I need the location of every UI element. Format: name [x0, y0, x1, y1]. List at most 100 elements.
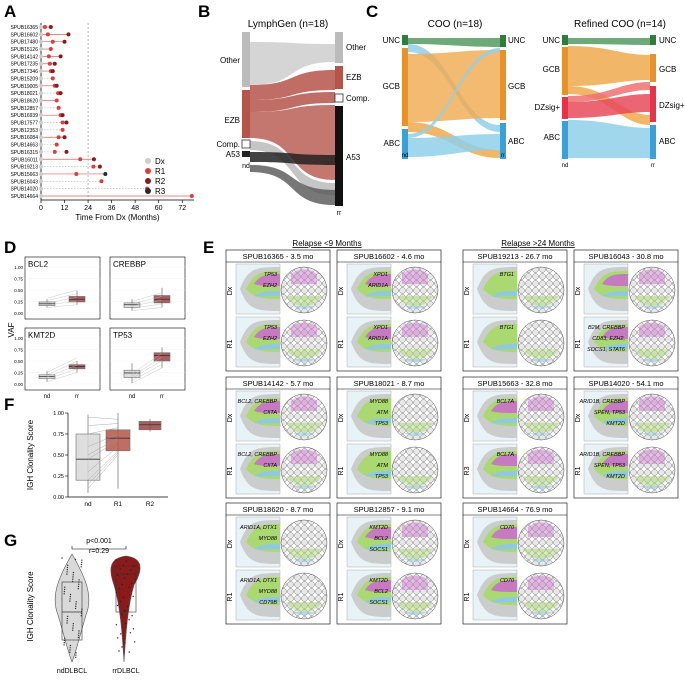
g-point-nd	[69, 649, 71, 651]
e-case-title: SPUB19213 - 26.7 mo	[477, 252, 552, 261]
d-ytick: 0.25	[14, 300, 23, 305]
g-point-rr	[118, 587, 120, 590]
e-timepoint-label: R3	[464, 466, 471, 475]
g-point-nd	[72, 574, 74, 576]
e-cluster-purple	[528, 449, 554, 464]
g-point-nd	[77, 634, 80, 637]
point-r1	[56, 105, 61, 110]
point-dx	[39, 61, 43, 66]
e-fish-clone4	[602, 471, 628, 477]
x-tick-label: 12	[61, 205, 69, 212]
e-cluster-blue	[641, 486, 663, 490]
e-fish-clone3	[602, 327, 628, 339]
panel-c2-xlabel-nd: nd	[562, 163, 569, 169]
e-timepoint-label: Dx	[464, 413, 471, 422]
d-ylabel: VAF	[7, 322, 16, 337]
e-timepoint-label: R1	[227, 592, 234, 601]
e-timepoint-label: R1	[227, 466, 234, 475]
d-pair-line	[131, 299, 163, 307]
e-gene-label: SOCS1	[369, 547, 388, 553]
panel-letter-c: C	[366, 2, 378, 21]
point-r1	[99, 179, 104, 184]
e-cell-cluster	[517, 319, 565, 367]
e-cluster-purple	[402, 322, 428, 337]
panel-c1-right-abc: ABC	[508, 137, 525, 146]
point-dx	[39, 98, 43, 103]
panel-c2-left-abc: ABC	[544, 133, 561, 142]
e-timepoint-label: Dx	[338, 413, 345, 422]
point-r2	[48, 25, 53, 29]
g-point-nd	[69, 596, 72, 598]
sample-label: SPUB16315	[10, 150, 38, 156]
d-pair-line	[46, 357, 78, 373]
sample-label: SPUB12353	[10, 128, 38, 134]
g-point-rr	[131, 582, 133, 584]
e-cell-cluster	[280, 519, 328, 567]
e-timepoint-label: Dx	[227, 413, 234, 422]
e-gene-label: TP53	[264, 272, 278, 278]
e-fish-clone4	[491, 597, 517, 603]
e-fish-clone3	[254, 274, 280, 286]
panel-f-igh-boxplot: IGH Clonality Score 1.00 0.75 0.50 0.25 0.00 n…	[26, 411, 168, 508]
e-cluster-purple	[402, 522, 428, 537]
d-xlabel-nd: nd	[44, 394, 51, 400]
g-point-nd	[69, 593, 72, 596]
panel-c2-xlabel-rr: rr	[651, 163, 655, 169]
panel-e-header-early: Relapse <9 Months	[292, 239, 361, 248]
point-dx	[39, 149, 43, 154]
e-cluster-purple	[402, 269, 428, 284]
legend-dot	[145, 188, 151, 194]
d-pair-line	[131, 296, 163, 304]
panel-c1-left-unc: UNC	[383, 36, 401, 45]
panel-b-right-comp: Comp.	[346, 94, 370, 103]
g-point-nd	[80, 615, 83, 617]
e-cluster-purple	[639, 269, 665, 284]
e-cluster-blue	[404, 359, 426, 363]
point-r2	[97, 164, 102, 169]
g-point-rr	[122, 564, 125, 566]
g-point-nd	[75, 656, 77, 658]
e-cluster-blue	[404, 612, 426, 616]
g-point-nd	[66, 571, 68, 573]
g-point-nd	[63, 637, 66, 639]
g-point-nd	[66, 573, 68, 575]
e-gene-label: CD70	[500, 578, 515, 584]
g-point-nd	[77, 636, 80, 639]
g-point-nd	[66, 569, 69, 571]
d-pair-line	[46, 368, 78, 380]
e-cluster-blue	[404, 486, 426, 490]
e-cell-cluster	[280, 446, 328, 494]
e-gene-label: MYD88	[259, 589, 278, 595]
g-point-nd	[80, 566, 82, 568]
panel-e-fishplots: Relapse <9 Months Relapse >24 Months SPU…	[225, 239, 679, 625]
e-fish-clone4	[602, 418, 628, 424]
e-cluster-purple	[291, 322, 317, 337]
g-point-nd	[81, 559, 83, 561]
d-frame	[109, 327, 186, 391]
point-r2	[64, 149, 69, 154]
e-fish-clone4	[254, 544, 280, 550]
g-point-rr	[127, 605, 129, 608]
e-timepoint-label: Dx	[338, 286, 345, 295]
e-cluster-green	[523, 549, 559, 560]
e-cluster-blue	[641, 433, 663, 437]
e-cluster-green	[397, 549, 433, 560]
point-r2	[58, 91, 63, 96]
e-cell-cluster	[391, 266, 439, 314]
f-pair-line	[87, 438, 119, 456]
sample-label: SPUB18021	[10, 91, 38, 97]
e-fish-clone4	[254, 471, 280, 477]
point-dx	[39, 47, 43, 52]
e-timepoint-label: Dx	[575, 413, 582, 422]
x-tick-label: 72	[178, 205, 186, 212]
g-point-nd	[78, 579, 80, 581]
e-cluster-green	[634, 296, 670, 307]
point-dx	[39, 142, 43, 147]
sample-label: SPUB19213	[10, 165, 38, 171]
e-fish-clone3	[491, 401, 517, 413]
e-case-title: SPUB16043 - 30.8 mo	[588, 252, 663, 261]
e-timepoint-label: Dx	[464, 286, 471, 295]
panel-c2-right-abc: ABC	[659, 137, 676, 146]
e-cluster-green	[286, 549, 322, 560]
sample-label: SPUB16043	[10, 179, 38, 185]
